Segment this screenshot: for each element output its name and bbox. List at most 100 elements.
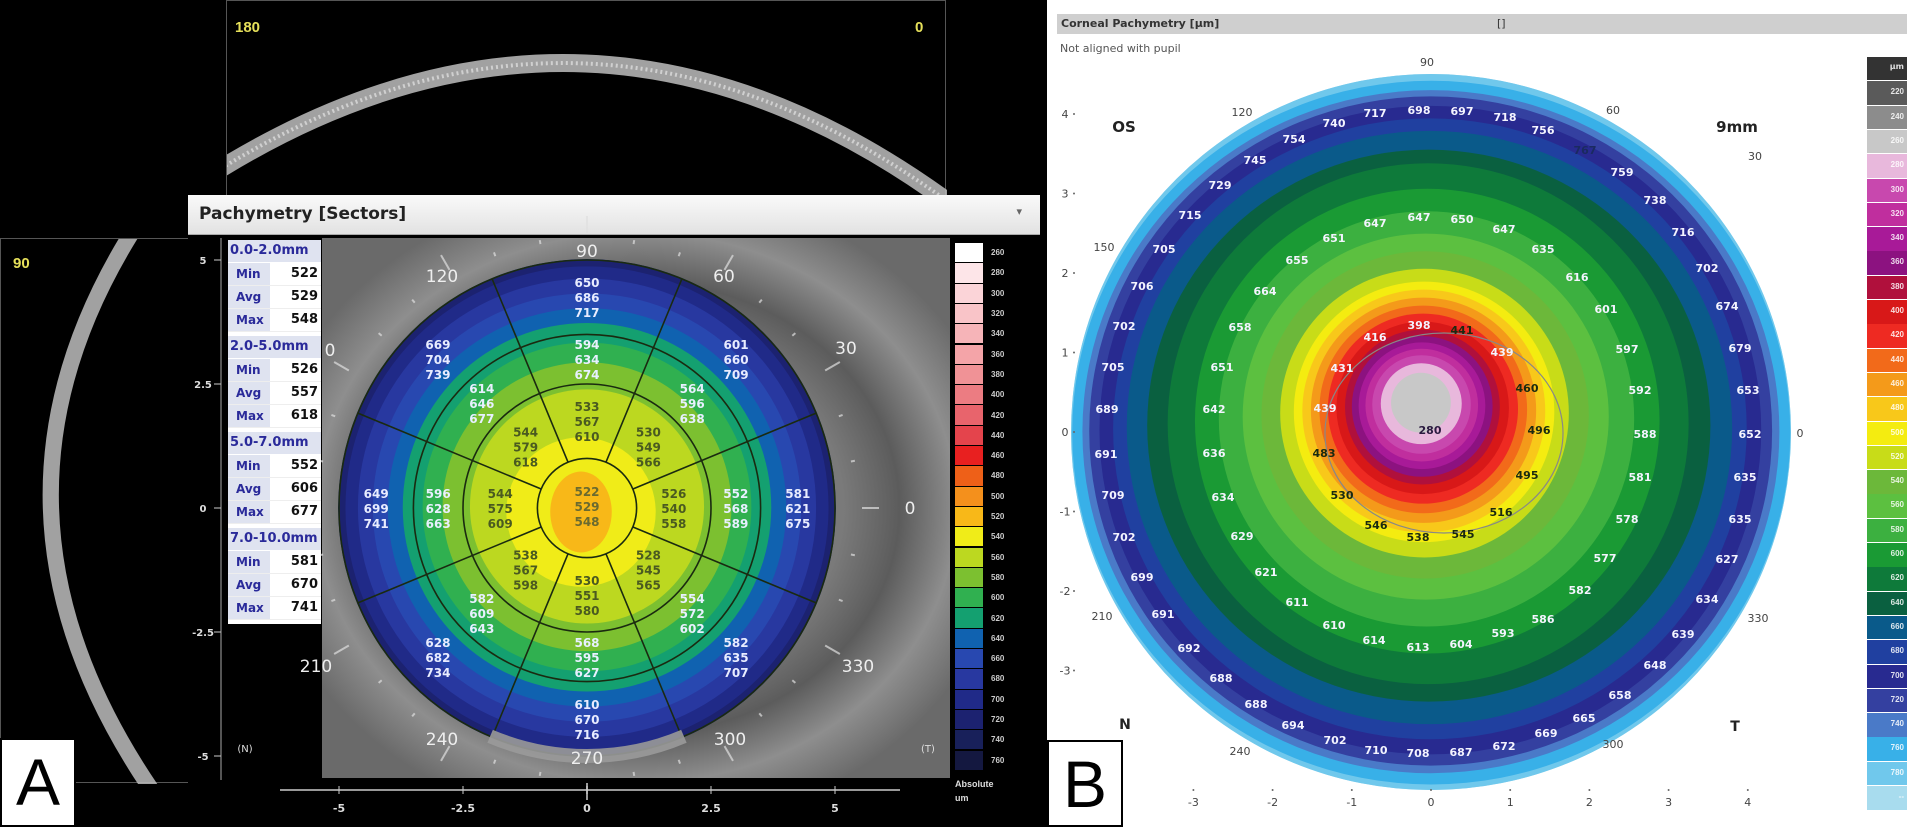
- sector-value: 568: [574, 636, 599, 650]
- angle-label: 30: [1748, 150, 1762, 163]
- sector-value: 634: [574, 353, 599, 367]
- thickness-value: 651: [1323, 232, 1346, 245]
- x-axis-tick: [1192, 789, 1195, 791]
- sector-value: 545: [636, 563, 661, 577]
- colorbar-swatch: 380: [1867, 275, 1907, 300]
- thickness-value: 653: [1737, 384, 1760, 397]
- sector-value: 621: [785, 502, 810, 516]
- colorbar-label: 580: [991, 572, 1005, 582]
- zone-group: 0.0-2.0mm Min 522 Avg 529 Max 548: [228, 240, 321, 332]
- thickness-value: 647: [1493, 223, 1516, 236]
- angle-tick: [333, 361, 350, 372]
- table-row: Max 618: [228, 405, 321, 428]
- thickness-value: 635: [1734, 471, 1757, 484]
- colorbar-label: 300: [991, 288, 1005, 298]
- y-axis-tick-label: 2.5: [194, 380, 212, 391]
- colorbar-label: 340: [991, 329, 1005, 339]
- colorbar-label: 500: [991, 491, 1005, 501]
- chevron-down-icon[interactable]: ▾: [1016, 205, 1022, 218]
- colorbar-swatch: 700: [1867, 664, 1907, 688]
- table-row: Max 548: [228, 309, 321, 332]
- oct-scan-vertical: 90: [0, 238, 190, 784]
- oct-angle-label-0: 0: [915, 19, 924, 36]
- thickness-value: 692: [1178, 642, 1201, 655]
- angle-tick: [333, 644, 350, 655]
- thickness-value: 578: [1616, 513, 1639, 526]
- sector-value: 567: [574, 415, 599, 429]
- sector-value: 707: [724, 666, 749, 680]
- y-axis-tick-label: 2: [1062, 267, 1069, 280]
- table-row: Avg 670: [228, 574, 321, 597]
- thickness-value: 582: [1569, 584, 1592, 597]
- sector-value: 677: [469, 412, 494, 426]
- thickness-value: 611: [1286, 596, 1309, 609]
- colorbar-label: 380: [1890, 281, 1904, 291]
- zone-group: 5.0-7.0mm Min 552 Avg 606 Max 677: [228, 432, 321, 524]
- colorbar-label: 620: [991, 613, 1005, 623]
- colorbar-swatch: 280: [1867, 154, 1907, 178]
- angle-tick: [723, 254, 734, 271]
- header-bracket: []: [1497, 17, 1506, 30]
- thickness-value: 688: [1210, 672, 1233, 685]
- sector-value: 568: [723, 502, 748, 516]
- thickness-value: 416: [1364, 331, 1387, 344]
- window-title: Pachymetry [Sectors]: [199, 204, 407, 224]
- angle-tick: [493, 759, 497, 764]
- sector-value: 558: [661, 517, 686, 531]
- thickness-value: 621: [1255, 566, 1278, 579]
- angle-tick: [331, 598, 336, 602]
- thickness-value: 669: [1535, 727, 1558, 740]
- colorbar-swatch: 540: [1867, 470, 1907, 494]
- colorbar-label: 460: [991, 451, 1005, 461]
- x-axis-tick: [1430, 789, 1432, 791]
- map-title: Corneal Pachymetry [µm]: [1061, 17, 1220, 30]
- sector-value: 596: [426, 487, 451, 501]
- colorbar-swatch: [955, 283, 983, 303]
- angle-tick: [632, 239, 636, 245]
- sector-value: 595: [574, 651, 599, 665]
- colorbar-swatch: [955, 608, 983, 628]
- angle-label: 0: [1797, 427, 1804, 440]
- thickness-value: 697: [1451, 105, 1474, 118]
- colorbar-swatch: 580: [1867, 518, 1907, 543]
- sector-value: 530: [636, 426, 661, 440]
- thickness-value: 717: [1364, 107, 1387, 120]
- sector-value: 552: [723, 487, 748, 501]
- thickness-value: 702: [1696, 262, 1719, 275]
- thickness-value: 702: [1113, 320, 1136, 333]
- thickness-value: 702: [1324, 734, 1347, 747]
- colorbar-label: 700: [991, 694, 1005, 704]
- sector-value: 528: [636, 548, 661, 562]
- colorbar-swatch: [955, 344, 983, 364]
- colorbar-label: 240: [1890, 111, 1904, 121]
- stat-label: Max: [228, 501, 270, 523]
- colorbar-label: 560: [991, 552, 1005, 562]
- x-axis-tick: [1746, 789, 1749, 791]
- y-axis-tick: [1073, 669, 1075, 672]
- figure-label-b: B: [1047, 740, 1123, 827]
- angle-tick: [493, 252, 497, 257]
- eye-label: OS: [1112, 118, 1136, 136]
- stat-value: 548: [290, 312, 318, 327]
- temporal-label: T: [1730, 719, 1740, 735]
- angle-tick: [538, 771, 542, 777]
- thickness-value: 629: [1231, 530, 1254, 543]
- stat-label: Avg: [228, 478, 270, 500]
- thickness-value: 679: [1729, 342, 1752, 355]
- colorbar-swatch: [955, 303, 983, 324]
- zone-header: 0.0-2.0mm: [228, 240, 321, 263]
- sector-value: 554: [680, 592, 705, 606]
- stat-value: 552: [290, 458, 318, 473]
- thickness-value: 674: [1716, 300, 1739, 313]
- zone-header: 7.0-10.0mm: [228, 528, 321, 551]
- zone-ring: [462, 383, 712, 633]
- table-row: Avg 529: [228, 286, 321, 309]
- angle-tick: [758, 298, 763, 304]
- colorbar-label: 220: [1890, 87, 1904, 97]
- table-row: Max 741: [228, 597, 321, 620]
- thickness-value: 767: [1574, 144, 1597, 157]
- angle-label: 150: [1094, 241, 1115, 254]
- x-axis-tick: [1667, 789, 1670, 791]
- colorbar-swatch: [955, 506, 983, 527]
- angle-label: 60: [713, 267, 735, 287]
